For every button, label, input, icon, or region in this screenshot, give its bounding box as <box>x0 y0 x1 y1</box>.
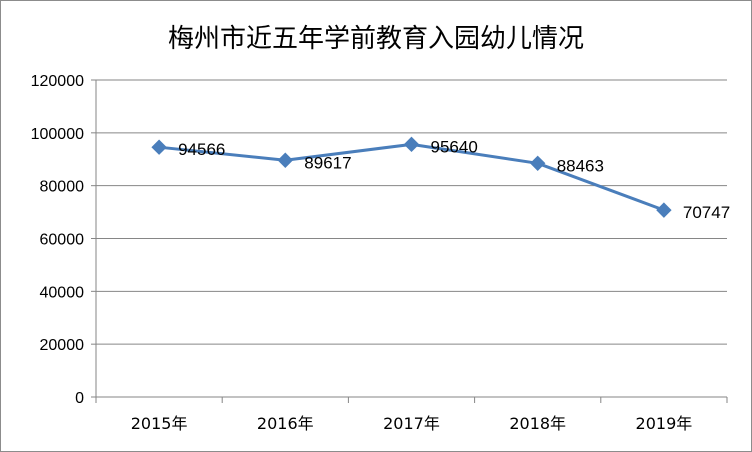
data-point <box>656 202 672 218</box>
x-tick-label: 2015年 <box>131 414 188 433</box>
data-label: 70747 <box>683 203 730 222</box>
data-label: 94566 <box>178 140 225 159</box>
data-point <box>151 139 167 155</box>
data-point <box>277 152 294 168</box>
y-axis-ticks: 0 20000 40000 60000 80000 100000 120000 <box>31 73 96 407</box>
x-tick-label: 2018年 <box>509 414 566 433</box>
y-tick-label: 60000 <box>40 232 85 249</box>
x-tick-label: 2016年 <box>257 414 314 433</box>
y-tick-label: 100000 <box>31 126 84 143</box>
gridlines <box>96 79 727 345</box>
chart-title: 梅州市近五年学前教育入园幼儿情况 <box>168 24 584 54</box>
x-tick-label: 2017年 <box>383 414 440 433</box>
y-tick-label: 0 <box>75 390 84 407</box>
series-line <box>158 142 665 212</box>
y-tick-label: 20000 <box>40 337 85 354</box>
data-point <box>403 136 420 153</box>
data-label: 88463 <box>557 156 604 175</box>
axes <box>95 80 727 398</box>
data-labels: 94566 89617 95640 88463 70747 <box>178 137 730 222</box>
y-tick-label: 120000 <box>31 73 84 90</box>
x-axis-ticks: 2015年 2016年 2017年 2018年 2019年 <box>95 397 728 433</box>
data-label: 95640 <box>431 137 478 156</box>
data-label: 89617 <box>304 153 351 172</box>
x-tick-label: 2019年 <box>636 414 693 433</box>
data-point <box>529 155 546 172</box>
y-tick-label: 40000 <box>40 284 85 301</box>
series-line-group <box>151 136 672 218</box>
y-tick-label: 80000 <box>40 179 85 196</box>
